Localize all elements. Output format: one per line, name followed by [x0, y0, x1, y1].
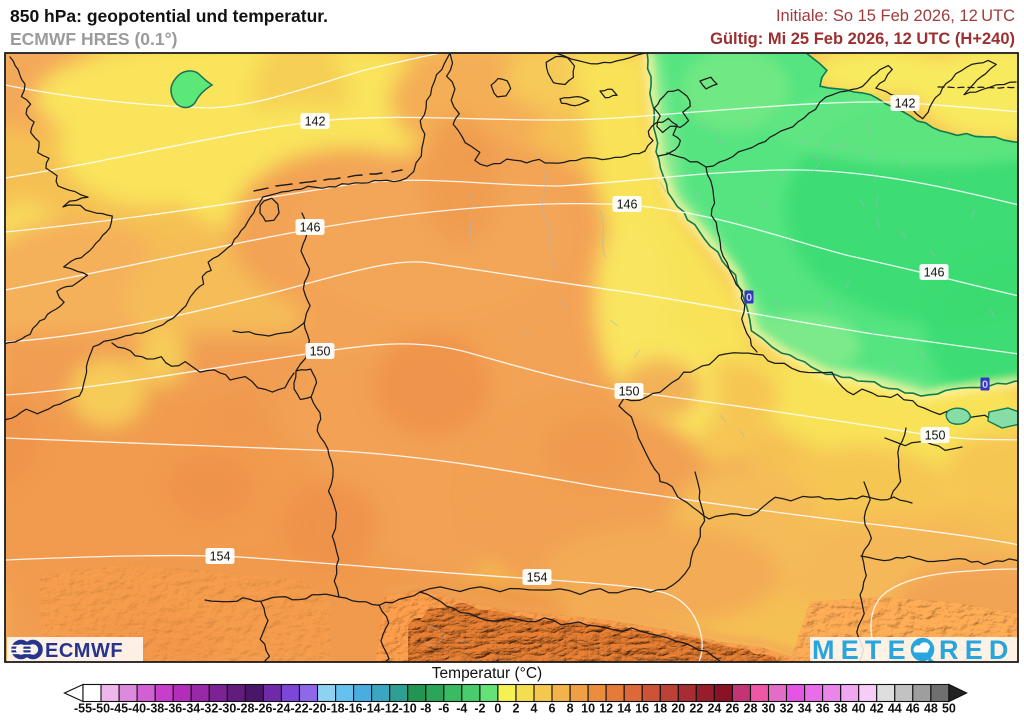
svg-text:44: 44 — [888, 702, 902, 716]
svg-text:Initiale: So 15 Feb 2026, 12 U: Initiale: So 15 Feb 2026, 12 UTC — [776, 7, 1015, 25]
svg-text:-20: -20 — [308, 702, 326, 716]
svg-text:ECMWF HRES (0.1°): ECMWF HRES (0.1°) — [10, 29, 177, 49]
svg-text:-26: -26 — [254, 702, 272, 716]
svg-text:150: 150 — [310, 345, 331, 359]
svg-text:-2: -2 — [474, 702, 485, 716]
svg-text:-8: -8 — [420, 702, 431, 716]
svg-text:36: 36 — [816, 702, 830, 716]
svg-text:0: 0 — [494, 702, 501, 716]
svg-text:-30: -30 — [218, 702, 236, 716]
svg-text:18: 18 — [653, 702, 667, 716]
svg-text:-32: -32 — [200, 702, 218, 716]
svg-text:-36: -36 — [164, 702, 182, 716]
svg-text:0: 0 — [982, 379, 988, 391]
svg-text:-6: -6 — [438, 702, 449, 716]
svg-text:Gültig: Mi 25 Feb 2026, 12 UTC: Gültig: Mi 25 Feb 2026, 12 UTC (H+240) — [710, 30, 1015, 48]
svg-text:-22: -22 — [290, 702, 308, 716]
svg-text:34: 34 — [798, 702, 812, 716]
svg-text:154: 154 — [210, 550, 231, 564]
svg-text:4: 4 — [531, 702, 538, 716]
svg-text:154: 154 — [527, 571, 548, 585]
svg-text:42: 42 — [870, 702, 884, 716]
svg-text:24: 24 — [707, 702, 721, 716]
svg-text:28: 28 — [744, 702, 758, 716]
svg-text:0: 0 — [746, 292, 752, 304]
svg-text:-55: -55 — [74, 702, 92, 716]
svg-text:-12: -12 — [381, 702, 399, 716]
svg-text:-14: -14 — [363, 702, 381, 716]
svg-text:150: 150 — [619, 385, 640, 399]
svg-text:146: 146 — [617, 198, 638, 212]
svg-text:-10: -10 — [399, 702, 417, 716]
svg-text:Temperatur (°C): Temperatur (°C) — [432, 665, 542, 682]
svg-text:48: 48 — [924, 702, 938, 716]
svg-text:2: 2 — [513, 702, 520, 716]
svg-text:22: 22 — [689, 702, 703, 716]
svg-text:6: 6 — [549, 702, 556, 716]
svg-text:32: 32 — [780, 702, 794, 716]
svg-text:16: 16 — [635, 702, 649, 716]
svg-text:10: 10 — [581, 702, 595, 716]
svg-text:-38: -38 — [146, 702, 164, 716]
svg-text:-34: -34 — [182, 702, 200, 716]
svg-text:12: 12 — [599, 702, 613, 716]
svg-text:46: 46 — [906, 702, 920, 716]
svg-text:146: 146 — [924, 266, 945, 280]
svg-text:14: 14 — [617, 702, 631, 716]
svg-text:146: 146 — [300, 221, 321, 235]
svg-text:-50: -50 — [92, 702, 110, 716]
svg-text:50: 50 — [942, 702, 956, 716]
svg-text:-4: -4 — [456, 702, 467, 716]
svg-text:38: 38 — [834, 702, 848, 716]
svg-text:142: 142 — [895, 97, 916, 111]
svg-text:30: 30 — [762, 702, 776, 716]
svg-text:26: 26 — [725, 702, 739, 716]
svg-text:142: 142 — [305, 115, 326, 129]
svg-text:ECMWF: ECMWF — [45, 640, 123, 662]
svg-text:METEORED: METEORED — [812, 635, 1015, 665]
svg-text:20: 20 — [671, 702, 685, 716]
svg-text:40: 40 — [852, 702, 866, 716]
svg-text:-40: -40 — [128, 702, 146, 716]
svg-text:8: 8 — [567, 702, 574, 716]
svg-text:-18: -18 — [327, 702, 345, 716]
svg-text:-45: -45 — [110, 702, 128, 716]
svg-text:150: 150 — [925, 429, 946, 443]
svg-text:-24: -24 — [272, 702, 290, 716]
svg-text:850 hPa: geopotential und temp: 850 hPa: geopotential und temperatur. — [10, 6, 328, 26]
svg-text:-28: -28 — [236, 702, 254, 716]
svg-text:-16: -16 — [345, 702, 363, 716]
